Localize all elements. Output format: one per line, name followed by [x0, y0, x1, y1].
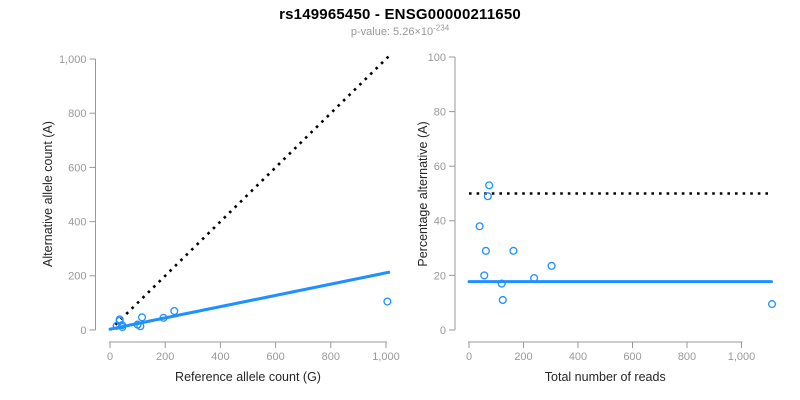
y-axis-title: Alternative allele count (A): [41, 121, 55, 267]
data-point: [530, 274, 539, 283]
y-tick-label: 100: [428, 52, 446, 64]
y-tick-label: 400: [68, 216, 86, 228]
y-tick-label: 0: [440, 325, 446, 337]
x-tick-label: 600: [266, 351, 284, 363]
figure-title: rs149965450 - ENSG00000211650: [279, 6, 521, 23]
x-tick-label: 200: [514, 351, 532, 363]
data-point: [497, 279, 506, 288]
data-point: [475, 222, 484, 231]
data-point: [137, 313, 147, 322]
x-tick-label: 200: [156, 351, 174, 363]
data-point: [481, 246, 490, 255]
data-point: [498, 295, 507, 305]
x-tick-label: 0: [466, 351, 472, 363]
data-point: [485, 181, 494, 190]
figure-header: rs149965450 - ENSG00000211650 p-value: 5…: [0, 6, 800, 38]
x-axis-title: Reference allele count (G): [175, 370, 321, 384]
data-point: [159, 313, 168, 322]
x-tick-label: 800: [322, 351, 340, 363]
x-tick-label: 800: [678, 351, 696, 363]
y-tick-label: 40: [434, 216, 446, 228]
data-point: [767, 300, 777, 309]
x-axis-title: Total number of reads: [545, 370, 666, 384]
x-tick-label: 400: [211, 351, 229, 363]
p-value-subtitle: p-value: 5.26×10-234: [0, 23, 800, 38]
data-point: [509, 246, 518, 255]
p-value-text: p-value: 5.26×10: [350, 26, 434, 38]
y-tick-label: 200: [68, 271, 86, 283]
data-point: [480, 271, 489, 280]
y-tick-label: 60: [434, 161, 446, 173]
data-point: [170, 306, 179, 316]
y-tick-label: 600: [68, 162, 86, 174]
data-point: [118, 322, 127, 332]
y-tick-label: 0: [80, 325, 86, 337]
x-tick-label: 0: [107, 351, 113, 363]
data-point: [383, 297, 392, 306]
x-tick-label: 400: [569, 351, 587, 363]
x-tick-label: 1,000: [728, 351, 756, 363]
y-tick-label: 80: [434, 106, 446, 118]
x-tick-label: 600: [623, 351, 641, 363]
regression-line: [108, 270, 391, 331]
data-point: [483, 192, 492, 201]
data-point: [136, 322, 145, 331]
y-tick-label: 1,000: [59, 54, 87, 66]
y-tick-label: 800: [68, 108, 86, 120]
data-point: [547, 261, 556, 270]
identity-line: [109, 55, 390, 331]
x-tick-label: 1,000: [372, 351, 400, 363]
y-tick-label: 20: [434, 270, 446, 282]
y-axis-title: Percentage alternative (A): [416, 121, 430, 266]
p-value-exponent: -234: [433, 23, 450, 33]
